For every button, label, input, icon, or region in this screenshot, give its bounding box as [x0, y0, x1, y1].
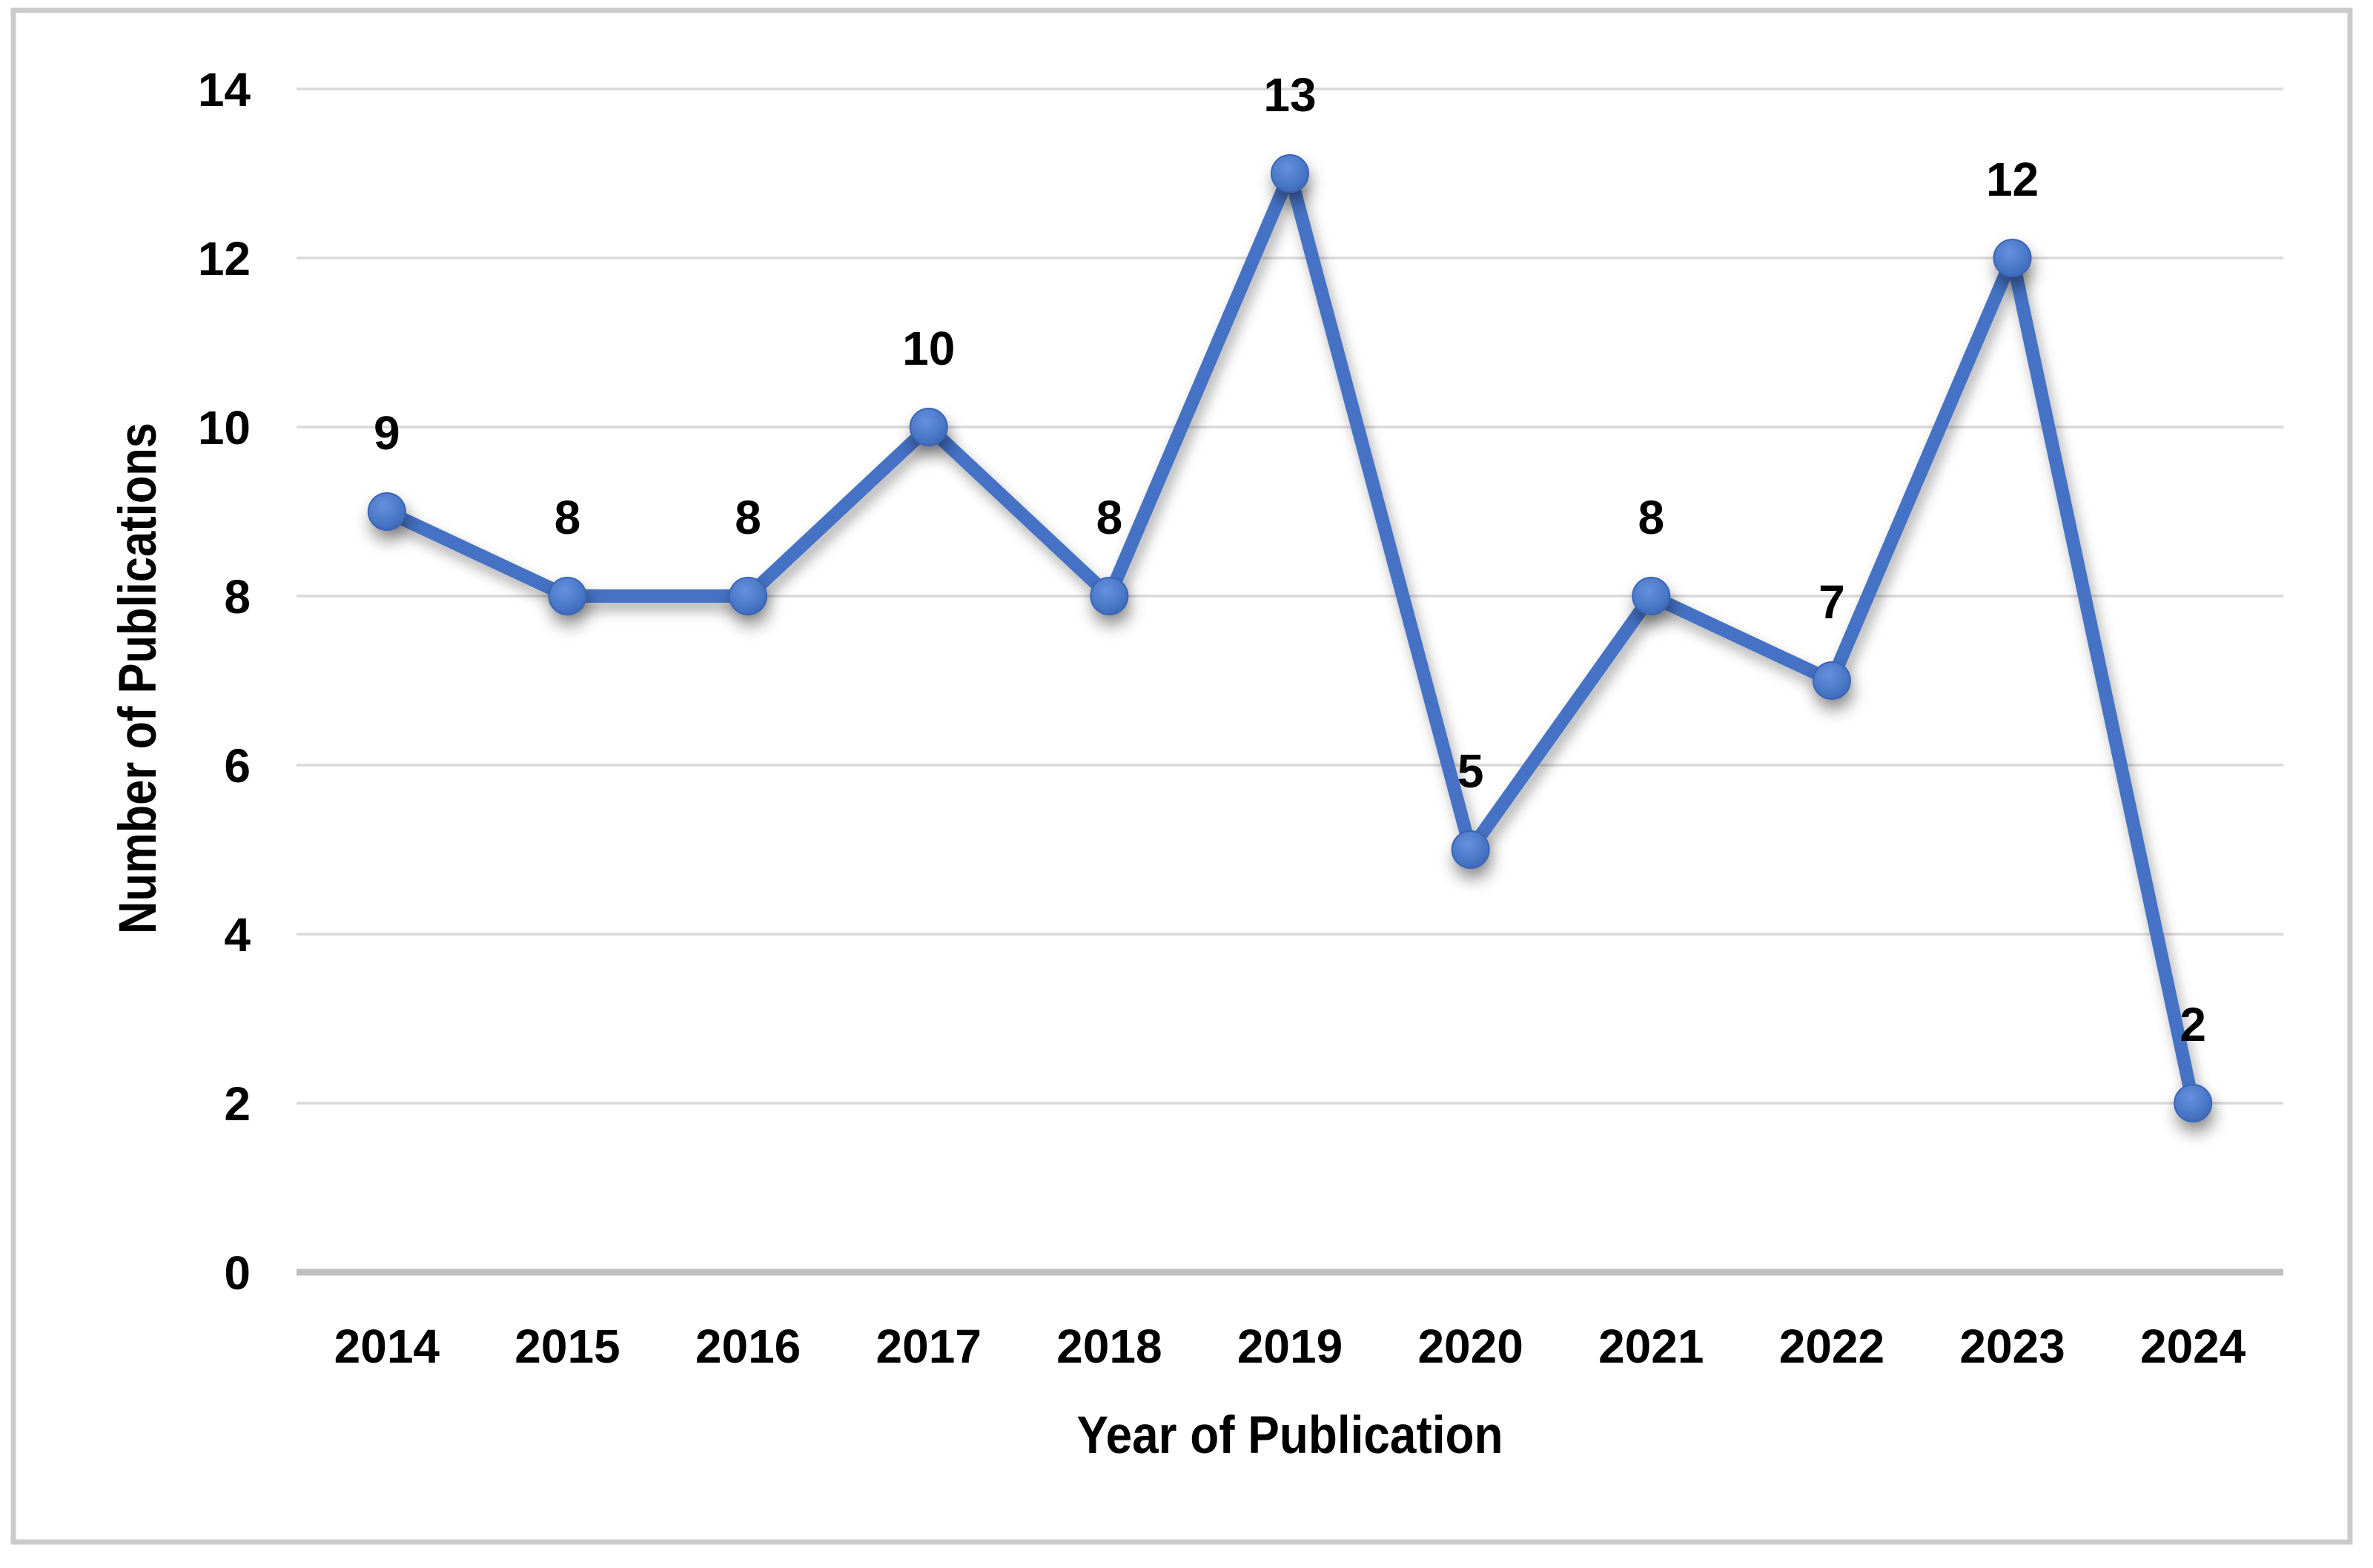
data-point-label: 10 — [902, 322, 955, 375]
page-frame-border — [10, 7, 2353, 1545]
data-point-label: 8 — [1096, 491, 1123, 544]
y-tick-label: 4 — [224, 908, 251, 962]
data-point-label: 5 — [1457, 744, 1484, 798]
x-tick-label: 2020 — [1417, 1320, 1523, 1373]
data-point-marker — [2174, 1084, 2213, 1122]
data-point-marker — [367, 492, 406, 531]
data-point-marker — [1090, 577, 1129, 615]
series-polyline — [380, 167, 2200, 1110]
data-point-markers — [367, 154, 2213, 1122]
data-point-label: 8 — [735, 491, 761, 544]
x-tick-label: 2023 — [1959, 1320, 2065, 1373]
y-tick-label: 8 — [224, 570, 251, 623]
x-tick-label: 2017 — [876, 1320, 982, 1373]
data-point-marker — [1993, 239, 2032, 277]
data-point-marker — [1812, 661, 1851, 700]
data-point-marker — [1451, 830, 1490, 869]
x-tick-label: 2018 — [1056, 1320, 1162, 1373]
data-point-marker — [1271, 154, 1309, 193]
data-point-label: 7 — [1818, 575, 1845, 629]
x-axis-tick-labels: 2014 2015 2016 2017 2018 2019 2020 2021 2022 2023… — [334, 1320, 2246, 1373]
data-point-marker — [1632, 577, 1671, 615]
data-point-marker — [548, 577, 587, 615]
y-tick-label: 2 — [224, 1077, 251, 1131]
y-tick-label: 12 — [198, 232, 251, 285]
data-point-marker — [729, 577, 768, 615]
y-axis-tick-labels: 0 2 4 6 8 10 12 14 — [198, 63, 251, 1300]
x-axis-title: Year of Publication — [1077, 1406, 1503, 1465]
data-point-marker — [909, 408, 948, 446]
x-tick-label: 2015 — [514, 1320, 620, 1373]
x-tick-label: 2024 — [2140, 1320, 2246, 1373]
x-tick-label: 2019 — [1237, 1320, 1343, 1373]
y-tick-label: 14 — [198, 63, 251, 116]
data-point-label: 2 — [2180, 998, 2206, 1051]
y-tick-label: 10 — [198, 401, 251, 454]
data-point-label: 8 — [555, 491, 581, 544]
data-point-labels: 9 8 8 10 8 13 5 8 7 12 2 — [374, 68, 2206, 1051]
y-axis-title: Number of Publications — [109, 423, 168, 934]
y-tick-label: 0 — [224, 1246, 251, 1300]
series-line — [380, 167, 2200, 1110]
x-tick-label: 2022 — [1779, 1320, 1884, 1373]
x-tick-label: 2014 — [334, 1320, 440, 1373]
y-tick-label: 6 — [224, 739, 251, 793]
data-point-label: 13 — [1263, 68, 1316, 122]
data-point-label: 12 — [1986, 153, 2039, 206]
data-point-label: 8 — [1638, 491, 1664, 544]
x-tick-label: 2016 — [695, 1320, 801, 1373]
data-point-label: 9 — [374, 406, 400, 460]
x-tick-label: 2021 — [1598, 1320, 1704, 1373]
